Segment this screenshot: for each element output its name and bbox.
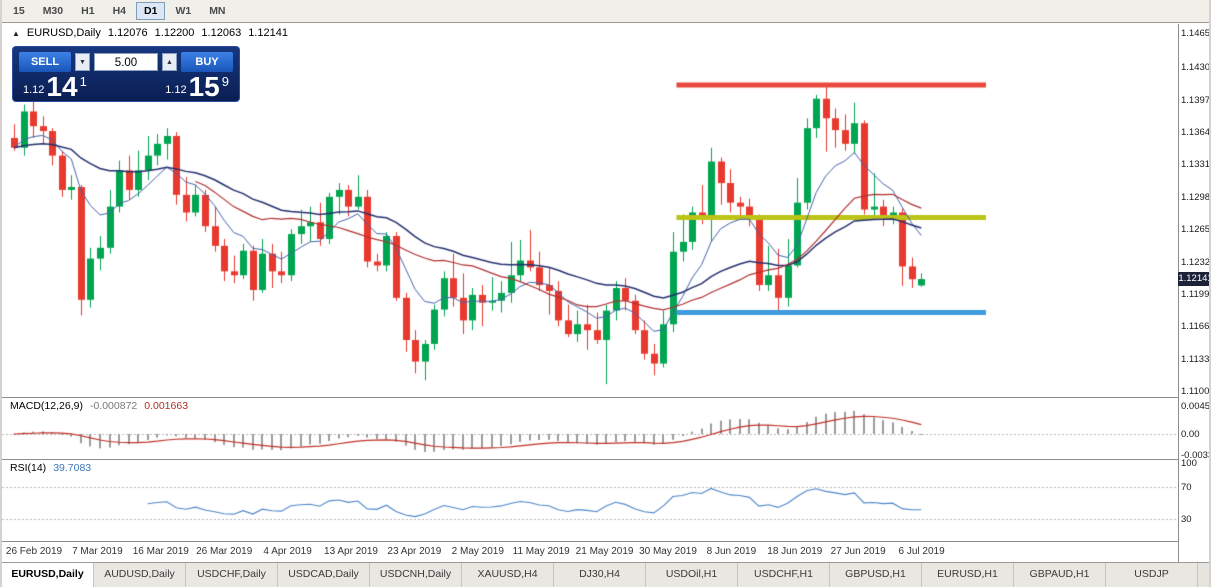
date-tick-label: 26 Mar 2019	[196, 546, 253, 557]
price-axis-label: 1.13640	[1181, 127, 1211, 139]
sell-price-display: 1.12 14 1	[23, 71, 87, 102]
date-tick-label: 2 May 2019	[451, 546, 504, 557]
chart-title: ▲ EURUSD,Daily 1.12076 1.12200 1.12063 1…	[12, 27, 288, 39]
chart-tab-gbpusd-h1[interactable]: GBPUSD,H1	[830, 563, 922, 587]
timeframe-button-d1[interactable]: D1	[136, 2, 166, 20]
chart-tab-usdcnh-daily[interactable]: USDCNH,Daily	[370, 563, 462, 587]
chart-tab-gbpaud-h1[interactable]: GBPAUD,H1	[1014, 563, 1106, 587]
date-tick-label: 7 Mar 2019	[72, 546, 123, 557]
chart-tab-audusd-daily[interactable]: AUDUSD,Daily	[94, 563, 186, 587]
date-tick-label: 27 Jun 2019	[830, 546, 886, 557]
sell-price-base: 1.12	[23, 84, 45, 96]
price-axis-label: 1.12320	[1181, 256, 1211, 268]
ohlc-close: 1.12141	[248, 27, 288, 39]
timeframe-button-mn[interactable]: MN	[209, 5, 226, 17]
collapse-indicator-icon[interactable]: ▲	[12, 28, 20, 38]
macd-axis-label: 0.004537	[1181, 401, 1211, 412]
rsi-name: RSI(14)	[10, 462, 47, 474]
price-axis-label: 1.14300	[1181, 62, 1211, 74]
date-tick-label: 13 Apr 2019	[324, 546, 378, 557]
timeframe-button-w1[interactable]: W1	[175, 5, 192, 17]
volume-decrease-button[interactable]: ▼	[75, 53, 90, 71]
chart-tab-usdchf-daily[interactable]: USDCHF,Daily	[186, 563, 278, 587]
rsi-axis-label: 30	[1181, 514, 1192, 525]
date-tick-label: 4 Apr 2019	[263, 546, 312, 557]
date-tick-label: 23 Apr 2019	[387, 546, 442, 557]
volume-input[interactable]: 5.00	[94, 53, 158, 71]
price-axis-label: 1.11330	[1181, 353, 1210, 365]
date-tick-label: 11 May 2019	[512, 546, 570, 557]
buy-price-base: 1.12	[165, 84, 187, 96]
timeframe-button-m30[interactable]: M30	[42, 5, 64, 17]
macd-indicator-panel[interactable]	[2, 398, 1178, 459]
buy-price-big: 15	[188, 71, 220, 102]
rsi-value: 39.7083	[53, 462, 92, 474]
chart-tab-usdoil-h1[interactable]: USDOil,H1	[646, 563, 738, 587]
ohlc-high: 1.12200	[154, 27, 195, 39]
date-axis[interactable]: 26 Feb 2019 7 Mar 2019 16 Mar 2019 26 Mar 2…	[2, 542, 1178, 561]
price-axis-label: 1.14650	[1181, 28, 1211, 39]
macd-axis-label: -0.003362	[1181, 450, 1209, 461]
chart-tab-bar: EURUSD,Daily AUDUSD,Daily USDCHF,Daily USDC…	[2, 562, 1209, 587]
date-tick-label: 16 Mar 2019	[132, 546, 189, 557]
rsi-label: RSI(14) 39.7083	[10, 462, 91, 474]
price-axis-label: 1.11990	[1181, 288, 1210, 300]
price-axis-label: 1.11660	[1181, 321, 1210, 333]
date-tick-label: 8 Jun 2019	[706, 546, 757, 557]
one-click-trading-panel: SELL ▼ 5.00 ▲ BUY 1.12 14 1 1.12 15 9	[12, 46, 240, 102]
chart-tab-usdjp[interactable]: USDJP	[1106, 563, 1198, 587]
buy-price-display: 1.12 15 9	[165, 71, 229, 102]
rsi-axis-label: 70	[1181, 482, 1192, 493]
panel-separator	[2, 541, 1178, 542]
rsi-axis-label: 100	[1181, 458, 1197, 469]
date-tick-label: 6 Jul 2019	[898, 546, 945, 557]
chart-tab-dj30-h4[interactable]: DJ30,H4	[554, 563, 646, 587]
date-tick-label: 26 Feb 2019	[5, 546, 63, 557]
chart-tab-usdcad-daily[interactable]: USDCAD,Daily	[278, 563, 370, 587]
macd-axis-label: 0.00	[1181, 429, 1200, 440]
macd-signal-value: 0.001663	[144, 400, 189, 412]
sell-button[interactable]: SELL	[19, 52, 71, 72]
price-axis-label: 1.12980	[1181, 191, 1211, 203]
date-tick-label: 30 May 2019	[639, 546, 697, 557]
ohlc-open: 1.12076	[107, 27, 148, 39]
volume-increase-button[interactable]: ▲	[162, 53, 177, 71]
timeframe-toolbar: 15 M30 H1 H4 D1 W1 MN	[2, 0, 1209, 23]
axis-divider	[1178, 24, 1179, 562]
buy-price-sup: 9	[221, 74, 229, 89]
sell-price-sup: 1	[79, 74, 87, 89]
chart-tab-eurusd-h1[interactable]: EURUSD,H1	[922, 563, 1014, 587]
panel-separator[interactable]	[2, 397, 1178, 398]
chart-tab-eurusd-daily[interactable]: EURUSD,Daily	[2, 563, 94, 587]
panel-separator[interactable]	[2, 459, 1178, 460]
current-price-badge: 1.12141	[1178, 272, 1211, 287]
macd-name: MACD(12,26,9)	[10, 400, 83, 412]
price-axis-label: 1.12650	[1181, 224, 1211, 236]
chart-tab-usdchf-h1[interactable]: USDCHF,H1	[738, 563, 830, 587]
rsi-indicator-panel[interactable]	[2, 460, 1178, 541]
buy-button[interactable]: BUY	[181, 52, 233, 72]
price-axis-label: 1.11000	[1181, 386, 1210, 397]
timeframe-button-h1[interactable]: H1	[81, 5, 95, 17]
chart-symbol: EURUSD,Daily	[26, 27, 101, 39]
date-tick-label: 21 May 2019	[575, 546, 634, 557]
date-tick-label: 18 Jun 2019	[767, 546, 823, 557]
chart-tab-xauusd-h4[interactable]: XAUUSD,H4	[462, 563, 554, 587]
timeframe-button-15[interactable]: 15	[13, 5, 25, 17]
sell-price-big: 14	[46, 71, 78, 102]
price-axis-label: 1.13970	[1181, 94, 1211, 106]
timeframe-button-h4[interactable]: H4	[112, 5, 126, 17]
ohlc-low: 1.12063	[201, 27, 242, 39]
price-axis-label: 1.13310	[1181, 159, 1211, 171]
macd-main-value: -0.000872	[89, 400, 138, 412]
macd-label: MACD(12,26,9) -0.000872 0.001663	[10, 400, 188, 412]
